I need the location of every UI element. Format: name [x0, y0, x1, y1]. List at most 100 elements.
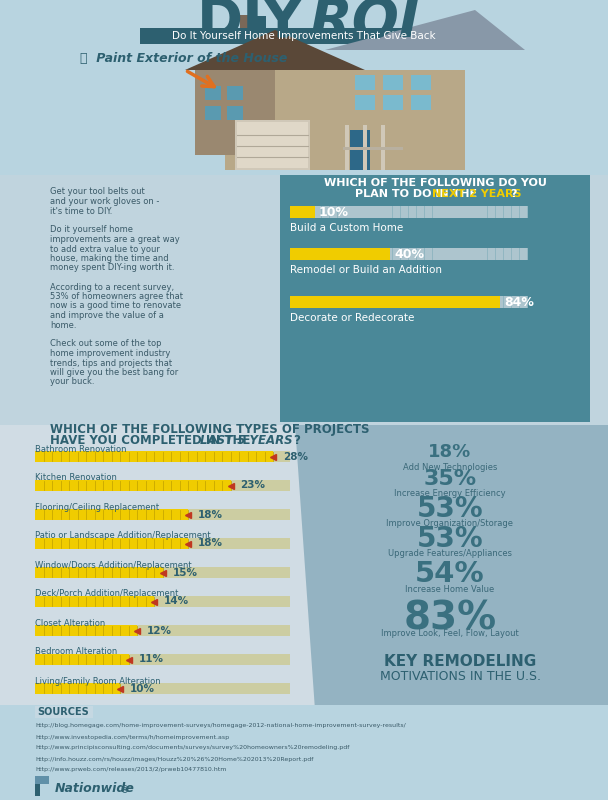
Text: 53% of homeowners agree that: 53% of homeowners agree that	[50, 292, 183, 301]
Text: DIY: DIY	[197, 0, 304, 49]
Text: and your work gloves on -: and your work gloves on -	[50, 197, 159, 206]
Bar	[35, 780, 40, 796]
Text: home improvement industry: home improvement industry	[50, 349, 170, 358]
Bar	[411, 95, 431, 110]
Text: 18%: 18%	[198, 538, 223, 549]
Bar	[290, 206, 315, 218]
Bar	[369, 206, 376, 218]
Bar	[345, 248, 353, 260]
Text: Deck/Porch Addition/Replacement: Deck/Porch Addition/Replacement	[35, 590, 178, 598]
Text: Improve Look, Feel, Flow, Layout: Improve Look, Feel, Flow, Layout	[381, 630, 519, 638]
Bar	[35, 776, 49, 784]
Bar	[0, 425, 608, 710]
Text: Do it yourself home: Do it yourself home	[50, 226, 133, 234]
Text: 14%: 14%	[164, 597, 189, 606]
Text: WHICH OF THE FOLLOWING DO YOU: WHICH OF THE FOLLOWING DO YOU	[323, 178, 547, 188]
Bar	[416, 248, 424, 260]
Text: trends, tips and projects that: trends, tips and projects that	[50, 358, 172, 367]
Bar	[35, 509, 290, 520]
Text: Remodel or Build an Addition: Remodel or Build an Addition	[290, 265, 442, 275]
Text: Closet Alteration: Closet Alteration	[35, 618, 105, 627]
Text: WHICH OF THE FOLLOWING TYPES OF PROJECTS: WHICH OF THE FOLLOWING TYPES OF PROJECTS	[50, 423, 370, 437]
Bar	[520, 206, 527, 218]
Text: Nationwide: Nationwide	[55, 782, 135, 794]
Text: Add New Technologies: Add New Technologies	[403, 462, 497, 471]
Bar	[472, 248, 480, 260]
Text: Do It Yourself Home Improvements That Give Back: Do It Yourself Home Improvements That Gi…	[172, 31, 436, 41]
Bar	[35, 654, 290, 665]
Text: Window/Doors Addition/Replacement: Window/Doors Addition/Replacement	[35, 561, 192, 570]
Text: it's time to DIY.: it's time to DIY.	[50, 206, 112, 215]
Text: http://www.principisconsulting.com/documents/surveys/survey%20homeowners%20remod: http://www.principisconsulting.com/docum…	[35, 746, 350, 750]
Bar	[345, 125, 349, 170]
Text: 18%: 18%	[429, 443, 472, 461]
Bar	[35, 654, 128, 665]
Text: 11%: 11%	[139, 654, 164, 665]
Bar	[353, 296, 361, 308]
Text: Check out some of the top: Check out some of the top	[50, 339, 162, 349]
Bar	[306, 296, 313, 308]
Bar	[195, 70, 275, 155]
Bar	[355, 95, 375, 110]
Text: http://info.houzz.com/rs/houzz/images/Houzz%20%26%20Home%202013%20Report.pdf: http://info.houzz.com/rs/houzz/images/Ho…	[35, 757, 313, 762]
Text: Living/Family Room Alteration: Living/Family Room Alteration	[35, 677, 161, 686]
Text: ?: ?	[510, 189, 517, 199]
Bar	[504, 248, 511, 260]
Bar	[35, 567, 162, 578]
Bar	[35, 683, 120, 694]
Bar	[227, 86, 243, 100]
Bar	[432, 248, 440, 260]
Bar	[361, 206, 368, 218]
Text: 10%: 10%	[319, 206, 349, 218]
Bar	[440, 296, 448, 308]
Text: 23%: 23%	[241, 481, 266, 490]
Bar	[385, 248, 392, 260]
Bar	[290, 248, 528, 260]
Text: 28%: 28%	[283, 451, 308, 462]
Bar	[496, 206, 503, 218]
Polygon shape	[185, 30, 365, 70]
Bar	[424, 206, 432, 218]
Bar	[35, 625, 137, 636]
Text: will give you the best bang for: will give you the best bang for	[50, 368, 178, 377]
Bar	[353, 206, 361, 218]
Bar	[488, 248, 496, 260]
Bar	[314, 248, 321, 260]
Bar	[290, 248, 390, 260]
Bar	[227, 106, 243, 120]
Bar	[0, 0, 608, 180]
Bar	[416, 206, 424, 218]
Bar	[290, 206, 297, 218]
Text: SOURCES: SOURCES	[37, 707, 89, 717]
Polygon shape	[295, 425, 608, 710]
Bar	[306, 206, 313, 218]
Text: Ⓛ  Paint Exterior of the House: Ⓛ Paint Exterior of the House	[80, 51, 288, 65]
Bar	[35, 480, 290, 491]
Bar	[355, 75, 375, 90]
Bar	[35, 538, 188, 549]
Bar	[401, 296, 408, 308]
Text: 18%: 18%	[198, 510, 223, 519]
Bar	[512, 248, 519, 260]
Bar	[345, 296, 353, 308]
Bar	[464, 206, 472, 218]
Text: your buck.: your buck.	[50, 378, 94, 386]
Bar	[369, 296, 376, 308]
Bar	[322, 248, 329, 260]
Bar	[35, 596, 290, 607]
Text: http://www.prweb.com/releases/2013/2/prweb10477810.htm: http://www.prweb.com/releases/2013/2/prw…	[35, 767, 226, 773]
Bar	[35, 538, 290, 549]
Bar	[480, 248, 488, 260]
Bar	[252, 16, 266, 30]
Bar	[314, 206, 321, 218]
Bar	[343, 147, 403, 150]
Bar	[377, 296, 384, 308]
Bar	[385, 296, 392, 308]
Text: PLAN TO DO IN THE: PLAN TO DO IN THE	[355, 189, 481, 199]
Bar	[385, 206, 392, 218]
Text: Increase Energy Efficiency: Increase Energy Efficiency	[394, 490, 506, 498]
Text: 84%: 84%	[504, 295, 534, 309]
Bar	[383, 75, 403, 90]
Bar	[330, 296, 337, 308]
Bar	[35, 683, 290, 694]
